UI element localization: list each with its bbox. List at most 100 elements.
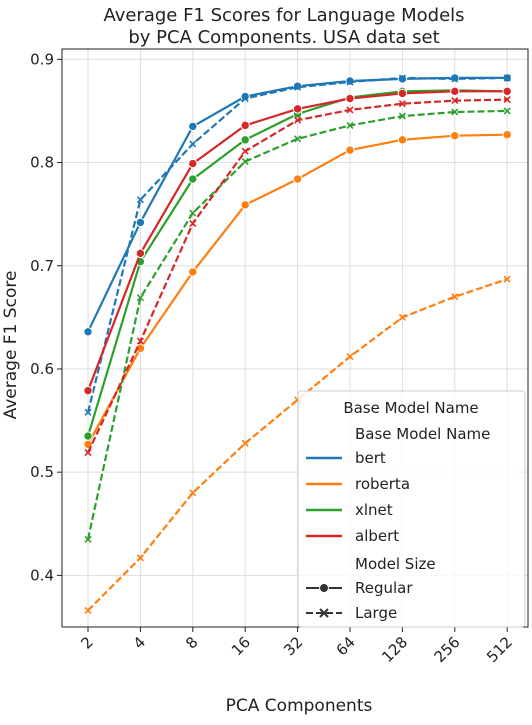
data-point [241, 147, 249, 155]
data-point [136, 294, 144, 302]
data-point [503, 96, 511, 104]
legend-marker-large [319, 608, 329, 618]
series-line [87, 278, 508, 612]
data-point [450, 86, 460, 97]
data-point [84, 606, 92, 615]
data-point [398, 74, 406, 82]
data-point [294, 116, 302, 124]
data-point [450, 131, 460, 141]
legend-hue-heading: Base Model Name [355, 425, 490, 443]
data-point [346, 78, 354, 86]
data-point [346, 353, 354, 361]
data-point [503, 74, 511, 82]
data-point [83, 327, 93, 337]
y-tick-label: 0.4 [30, 566, 54, 584]
data-point [83, 431, 93, 441]
legend-hue-entries: bert roberta xlnet albert [306, 449, 410, 545]
series-line [86, 76, 508, 413]
series-bert-large [84, 74, 511, 416]
data-point [136, 554, 144, 562]
data-point [346, 121, 354, 129]
plot-frame [61, 48, 529, 628]
y-tick-label: 0.5 [30, 463, 54, 481]
data-point [502, 129, 512, 140]
legend-item-roberta: roberta [306, 475, 410, 493]
series-xlnet-large [84, 107, 511, 543]
data-point [189, 219, 197, 227]
data-point [188, 267, 198, 277]
y-tick-label: 0.6 [30, 360, 54, 378]
y-tick-label: 0.7 [30, 257, 54, 275]
data-point [136, 337, 144, 345]
data-point [346, 106, 354, 114]
legend-marker-regular [319, 583, 329, 593]
legend: Base Model Name Base Model Name bert robe… [297, 390, 526, 628]
x-tick-label: 256 [431, 633, 464, 666]
chart-title-line-2: by PCA Components. USA data set [128, 27, 439, 48]
data-point [136, 196, 144, 204]
data-point [188, 158, 198, 169]
data-point [503, 275, 511, 283]
legend-label-large: Large [355, 604, 397, 622]
data-point [188, 121, 198, 132]
legend-label-bert: bert [355, 449, 386, 467]
data-point [451, 97, 459, 105]
data-point [398, 112, 406, 120]
data-point [241, 439, 249, 447]
legend-box [297, 390, 526, 628]
data-point [135, 217, 146, 228]
data-point [345, 145, 355, 155]
x-tick-label: 2 [77, 633, 96, 652]
series-lines [83, 73, 512, 615]
data-point [240, 135, 250, 145]
legend-item-regular: Regular [306, 579, 413, 597]
legend-label-albert: albert [355, 527, 399, 545]
legend-item-large: Large [306, 604, 397, 622]
y-tick-label: 0.9 [30, 50, 54, 68]
data-point [398, 100, 406, 108]
series-albert-large [84, 96, 511, 457]
x-tick-label: 16 [228, 633, 254, 659]
legend-label-roberta: roberta [355, 475, 410, 493]
legend-item-xlnet: xlnet [306, 501, 393, 519]
data-point [451, 293, 459, 301]
data-point [292, 174, 303, 184]
data-point [84, 449, 92, 457]
data-point [241, 157, 249, 166]
data-point [135, 248, 146, 259]
x-tick-label: 4 [130, 633, 149, 652]
series-albert-regular [83, 86, 512, 396]
data-point [240, 200, 250, 210]
data-point [241, 94, 249, 103]
data-point [294, 83, 302, 91]
data-point [345, 93, 355, 104]
series-line [86, 109, 508, 540]
data-point [84, 408, 92, 416]
legend-label-regular: Regular [355, 579, 413, 597]
data-point [188, 174, 198, 184]
data-point [240, 120, 250, 131]
data-point [292, 104, 303, 114]
x-tick-label: 128 [378, 633, 411, 666]
legend-item-albert: albert [306, 527, 399, 545]
legend-title: Base Model Name [343, 399, 478, 417]
data-point [189, 140, 197, 148]
y-axis-label: Average F1 Score [1, 271, 21, 420]
series-roberta-regular [83, 129, 512, 450]
x-tick-label: 64 [333, 633, 359, 659]
data-point [189, 209, 197, 217]
legend-item-bert: bert [306, 449, 386, 467]
data-point [84, 535, 92, 543]
data-point [502, 86, 512, 97]
chart-title-line-1: Average F1 Scores for Language Models [103, 5, 464, 26]
x-tick-label: 8 [182, 633, 201, 652]
data-point [294, 135, 302, 143]
data-point [397, 135, 408, 145]
data-point [451, 108, 459, 116]
data-point [503, 107, 511, 115]
x-axis-label: PCA Components [226, 696, 373, 716]
data-point [189, 489, 197, 497]
legend-label-xlnet: xlnet [355, 501, 393, 519]
